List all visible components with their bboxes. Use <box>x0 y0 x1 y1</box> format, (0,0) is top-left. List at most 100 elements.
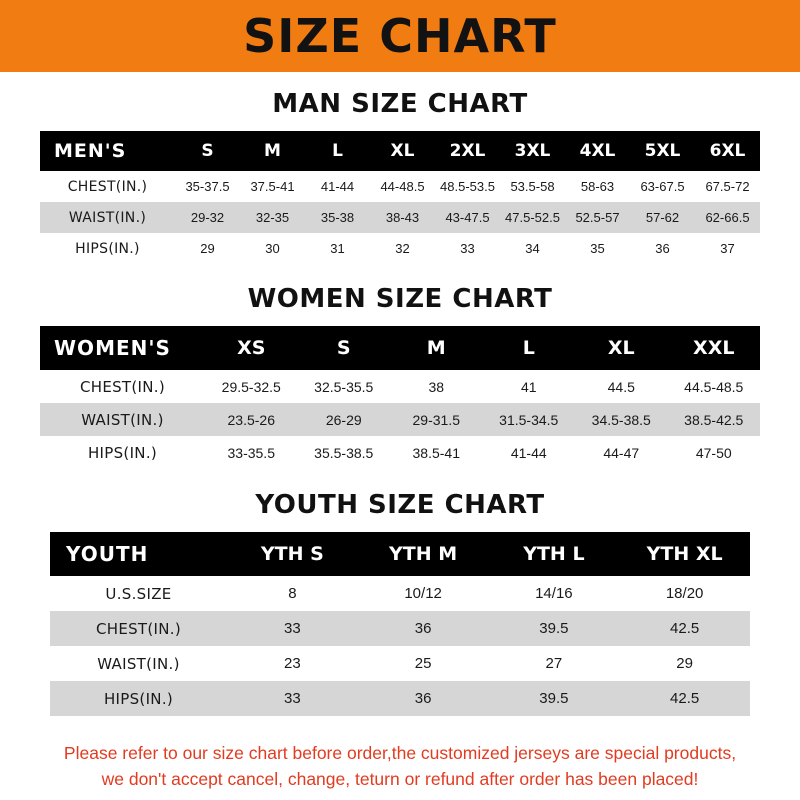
women-cell: 32.5-35.5 <box>314 378 374 395</box>
women-header-label: WOMEN'S <box>54 336 171 360</box>
women-cell: 29.5-32.5 <box>221 378 281 395</box>
man-header-cell: M <box>264 141 281 161</box>
youth-cell: 27 <box>545 655 563 672</box>
man-cell: 43-47.5 <box>445 210 490 225</box>
table-row: WAIST(IN.) 29-32 32-35 35-38 38-43 43-47.5 47.… <box>40 202 760 233</box>
man-header-label: MEN'S <box>54 140 127 162</box>
youth-row-label: HIPS(IN.) <box>103 689 174 708</box>
women-size-table: WOMEN'S XS S M L XL XXL CHEST(IN.) 29.5-32.5 32.5… <box>40 326 760 469</box>
man-cell: 62-66.5 <box>705 210 750 225</box>
women-header-cell: M <box>426 337 446 359</box>
man-cell: 38-43 <box>385 210 420 225</box>
youth-cell: 10/12 <box>404 585 442 602</box>
man-cell: 35-37.5 <box>185 179 230 194</box>
women-cell: 38.5-41 <box>412 444 460 461</box>
man-row-label: HIPS(IN.) <box>75 240 140 257</box>
man-cell: 30 <box>265 241 280 256</box>
table-row: HIPS(IN.) 33-35.5 35.5-38.5 38.5-41 41-44 44-… <box>40 436 760 469</box>
women-header-row: WOMEN'S XS S M L XL XXL <box>40 326 760 370</box>
youth-cell: 23 <box>284 655 301 672</box>
man-header-cell: 3XL <box>514 141 551 161</box>
youth-header-cell: YTH L <box>523 543 585 565</box>
man-cell: 63-67.5 <box>640 179 685 194</box>
man-cell: 35-38 <box>320 210 355 225</box>
youth-cell: 42.5 <box>670 690 700 707</box>
table-row: CHEST(IN.) 29.5-32.5 32.5-35.5 38 41 44.5 44.5… <box>40 370 760 403</box>
women-table-wrap: WOMEN'S XS S M L XL XXL CHEST(IN.) 29.5-32.5 32.5… <box>40 326 760 469</box>
page-title: SIZE CHART <box>243 9 557 63</box>
man-header-cell: L <box>332 141 343 161</box>
women-cell: 44.5-48.5 <box>684 378 744 395</box>
youth-cell: 33 <box>284 690 301 707</box>
man-cell: 34 <box>525 241 540 256</box>
man-header-cell: 5XL <box>644 141 681 161</box>
man-cell: 37.5-41 <box>250 179 295 194</box>
women-cell: 41 <box>520 378 537 395</box>
youth-cell: 42.5 <box>670 620 700 637</box>
table-row: U.S.SIZE 8 10/12 14/16 18/20 <box>50 576 750 611</box>
women-row-label: HIPS(IN.) <box>87 443 158 462</box>
man-cell: 67.5-72 <box>705 179 750 194</box>
man-cell: 33 <box>460 241 475 256</box>
youth-row-label: WAIST(IN.) <box>97 654 180 673</box>
man-cell: 41-44 <box>320 179 355 194</box>
youth-cell: 25 <box>414 655 432 672</box>
man-cell: 44-48.5 <box>380 179 425 194</box>
man-header-cell: 2XL <box>449 141 486 161</box>
women-cell: 29-31.5 <box>412 411 460 428</box>
women-cell: 33-35.5 <box>227 444 275 461</box>
youth-section-title: YOUTH SIZE CHART <box>255 490 545 520</box>
women-row-label: WAIST(IN.) <box>81 410 164 429</box>
table-row: CHEST(IN.) 35-37.5 37.5-41 41-44 44-48.5 48.5… <box>40 171 760 202</box>
man-header-cell: 4XL <box>579 141 616 161</box>
women-table-body: WOMEN'S XS S M L XL XXL CHEST(IN.) 29.5-32.5 32.5… <box>40 326 760 469</box>
man-header-row: MEN'S S M L XL 2XL 3XL 4XL 5XL 6XL <box>40 131 760 171</box>
youth-cell: 39.5 <box>539 620 569 637</box>
women-cell: 47-50 <box>695 444 732 461</box>
women-header-cell: XS <box>237 337 266 359</box>
man-cell: 52.5-57 <box>575 210 620 225</box>
youth-cell: 18/20 <box>665 585 704 602</box>
man-row-label: WAIST(IN.) <box>68 209 147 226</box>
youth-table-wrap: YOUTH YTH S YTH M YTH L YTH XL U.S.SIZE 8 10/12… <box>50 532 750 716</box>
man-cell: 57-62 <box>645 210 680 225</box>
table-row: CHEST(IN.) 33 36 39.5 42.5 <box>50 611 750 646</box>
header-banner: SIZE CHART <box>0 0 800 72</box>
man-header-cell: XL <box>390 141 415 161</box>
women-row-label: CHEST(IN.) <box>79 377 166 396</box>
youth-cell: 8 <box>288 585 297 602</box>
youth-cell: 14/16 <box>535 585 573 602</box>
youth-cell: 33 <box>284 620 301 637</box>
table-row: HIPS(IN.) 29 30 31 32 33 34 35 36 37 <box>40 233 760 264</box>
youth-cell: 29 <box>676 655 693 672</box>
women-header-cell: S <box>336 337 351 359</box>
man-cell: 37 <box>720 241 735 256</box>
youth-size-table: YOUTH YTH S YTH M YTH L YTH XL U.S.SIZE 8 10/12… <box>50 532 750 716</box>
man-cell: 31 <box>330 241 345 256</box>
man-cell: 47.5-52.5 <box>505 210 560 225</box>
youth-table-body: YOUTH YTH S YTH M YTH L YTH XL U.S.SIZE 8 10/12… <box>50 532 750 716</box>
man-header-cell: S <box>201 141 214 161</box>
man-table-wrap: MEN'S S M L XL 2XL 3XL 4XL 5XL 6XL CHEST(IN.) 35-37… <box>40 131 760 264</box>
man-section-title: MAN SIZE CHART <box>272 89 528 119</box>
youth-header-label: YOUTH <box>66 542 149 566</box>
youth-header-cell: YTH M <box>389 543 458 565</box>
man-cell: 36 <box>655 241 670 256</box>
women-header-cell: XXL <box>693 337 735 359</box>
women-cell: 35.5-38.5 <box>314 444 374 461</box>
women-cell: 41-44 <box>510 444 547 461</box>
women-header-cell: L <box>522 337 535 359</box>
youth-header-cell: YTH XL <box>646 543 723 565</box>
youth-cell: 39.5 <box>539 690 569 707</box>
man-row-label: CHEST(IN.) <box>67 178 148 195</box>
women-cell: 44-47 <box>603 444 640 461</box>
women-cell: 34.5-38.5 <box>591 411 651 428</box>
youth-cell: 36 <box>414 620 432 637</box>
women-cell: 44.5 <box>607 378 635 395</box>
man-cell: 58-63 <box>580 179 615 194</box>
man-cell: 32-35 <box>255 210 290 225</box>
man-cell: 48.5-53.5 <box>440 179 495 194</box>
man-size-table: MEN'S S M L XL 2XL 3XL 4XL 5XL 6XL CHEST(IN.) 35-37… <box>40 131 760 264</box>
note-line-1: Please refer to our size chart before or… <box>63 743 737 763</box>
